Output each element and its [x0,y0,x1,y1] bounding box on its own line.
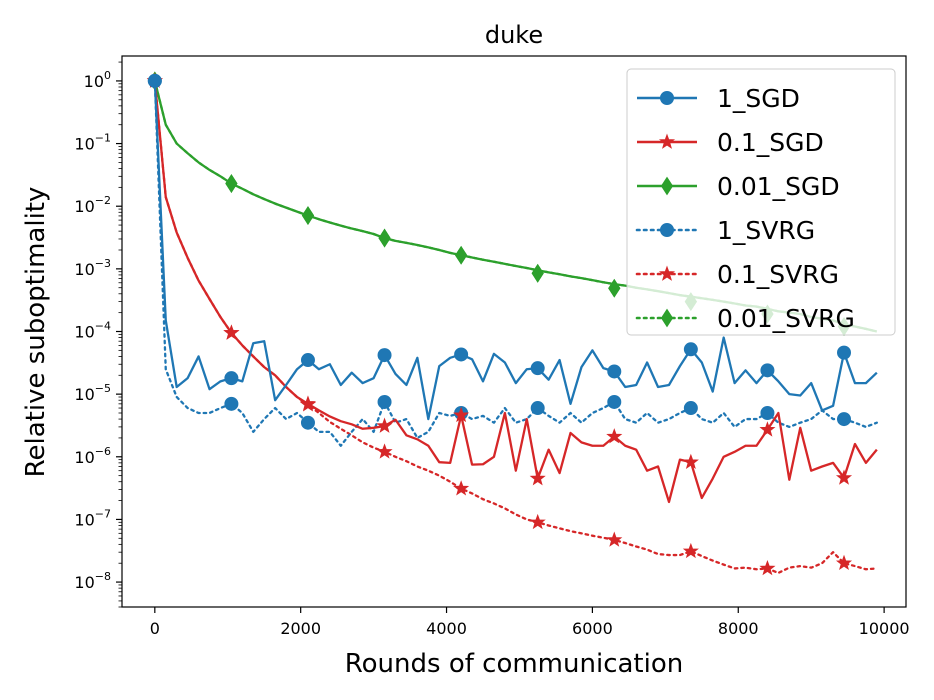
series-point [608,278,621,298]
series-point [377,394,392,409]
legend-box [626,68,896,336]
series-point [682,542,699,559]
series-point [453,480,470,496]
x-tick-label: 8000 [718,619,759,638]
series-point [377,348,392,363]
series-point [606,428,623,444]
y-tick-label: 10−8 [74,570,111,592]
x-axis-label: Rounds of communication [345,649,683,679]
y-tick-label: 10−6 [74,445,111,467]
series-point [530,401,545,416]
series-point [835,554,853,571]
series-point [759,421,776,437]
x-tick-label: 4000 [426,619,467,638]
series-point [454,347,469,362]
legend-item-0.1_SVRG: 0.1_SVRG [635,260,839,289]
legend-swatch-marker [660,223,674,237]
y-tick-label: 10−1 [74,132,111,154]
series-point [607,364,622,379]
x-tick-label: 2000 [280,619,321,638]
series-point [682,453,699,470]
series-point [225,174,238,193]
series-point [224,371,239,386]
legend-swatch-marker [660,308,674,328]
y-tick-label: 10−3 [74,257,111,279]
series-point [607,394,622,409]
series-point [455,245,468,265]
legend-label: 1_SVRG [717,216,815,245]
y-axis-label: Relative suboptimality [21,187,51,478]
x-tick-label: 10000 [859,619,910,638]
series-point [376,443,393,459]
legend-label: 0.01_SVRG [717,304,855,333]
legend-item-0.01_SVRG: 0.01_SVRG [635,304,855,333]
y-tick-label: 10−2 [74,194,111,216]
series-point [453,406,470,423]
series-line [153,80,878,421]
series-point [760,406,775,421]
y-tick-label: 10−4 [74,320,111,342]
series-point [837,345,852,360]
legend-swatch-marker [658,265,676,281]
series-point [378,228,391,248]
legend-swatch-marker [660,91,674,105]
legend-item-0.1_SGD: 0.1_SGD [637,128,824,157]
series-line [153,79,878,447]
series-point [529,470,546,486]
series-point [835,469,853,485]
series-point [760,363,775,378]
series-point [683,342,698,357]
series-point [759,559,776,576]
series-point [224,396,239,411]
series-line [153,80,878,504]
series-point [299,395,317,411]
legend-label: 0.01_SGD [717,172,840,201]
series-point [147,73,162,88]
series-point [530,361,545,376]
series-point [300,353,315,368]
legend-swatch-marker [658,133,676,149]
legend-item-1_SVRG: 1_SVRG [635,216,815,245]
y-tick-label: 10−5 [74,382,111,404]
series-point [531,263,544,283]
legend-label: 0.1_SGD [717,128,824,157]
legend-label: 0.1_SVRG [717,260,839,289]
series-point [376,417,393,433]
chart-title: duke [485,21,543,49]
series-point [223,324,240,340]
x-tick-label: 6000 [572,619,613,638]
series-point [683,401,698,416]
series-point [529,513,546,530]
series-point [837,412,852,427]
y-tick-label: 10−7 [74,507,111,529]
y-axis: 100 10−1 10−2 10−3 10−4 10−5 10−6 10−7 10−8 [74,61,122,608]
series-line [153,79,878,575]
series-point [301,206,315,225]
y-tick-label: 100 [84,69,111,91]
series-point [606,531,623,547]
legend-item-1_SGD: 1_SGD [637,84,800,113]
x-axis: 0 2000 4000 6000 8000 10000 [150,607,910,638]
legend-label: 1_SGD [717,84,800,113]
series-1_SGD [147,73,878,421]
legend-swatch-marker [660,176,674,196]
legend: 1_SGD 0.1_SGD 0.01_SGD 1_SVRG 0.1_SVRG 0.01_S… [626,68,896,336]
series-point [300,415,315,430]
x-tick-label: 0 [150,619,160,638]
legend-item-0.01_SGD: 0.01_SGD [637,172,840,201]
